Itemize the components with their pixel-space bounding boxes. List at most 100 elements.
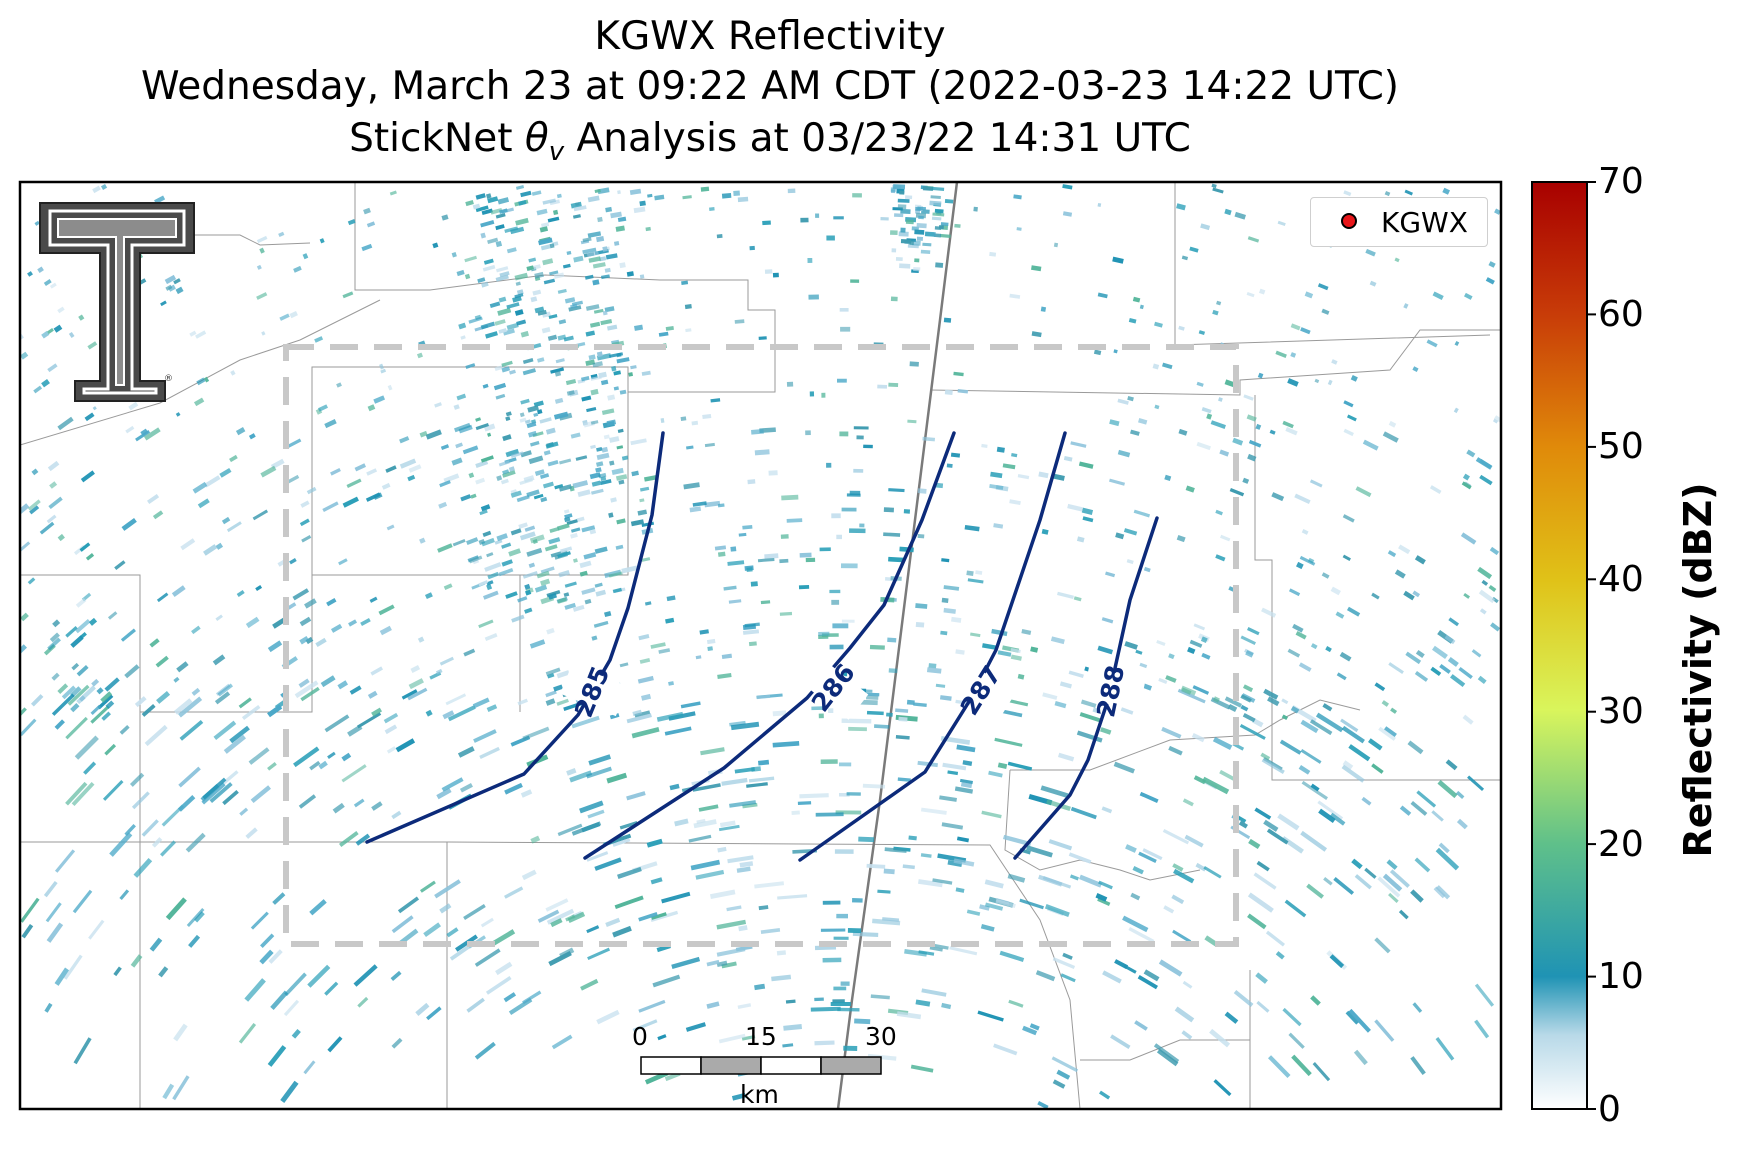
radar-echo [785,999,796,1004]
radar-echo [1057,591,1074,600]
radar-echo [49,481,58,489]
radar-echo [877,384,888,389]
radar-echo [486,193,492,199]
radar-echo [532,539,538,544]
radar-echo [647,193,653,198]
radar-echo [540,496,548,503]
radar-echo [1432,291,1444,300]
radar-echo [915,999,931,1007]
radar-echo [48,496,63,510]
radar-echo [799,793,829,799]
radar-echo [1193,623,1206,631]
map-legend: KGWX [1310,197,1488,247]
radar-echo [178,696,203,718]
radar-echo [566,250,572,256]
radar-echo [503,992,517,1003]
radar-echo [1292,623,1304,633]
radar-echo [721,193,732,199]
radar-echo [981,810,1002,819]
radar-echo [192,481,208,494]
radar-echo [96,687,104,695]
radar-echo [435,668,443,675]
radar-echo [1466,449,1476,458]
radar-echo [540,244,552,251]
radar-echo [709,207,715,211]
radar-echo [399,436,410,444]
radar-echo [1113,761,1135,774]
radar-echo [287,602,297,610]
radar-echo [1301,780,1328,800]
radar-echo [1268,1055,1291,1078]
radar-echo [1234,211,1246,220]
radar-echo [1414,671,1429,682]
radar-echo [736,866,751,873]
radar-echo [886,712,893,717]
radar-echo [1211,183,1217,189]
radar-echo [338,831,359,848]
radar-echo [1113,349,1118,354]
radar-echo [644,474,658,482]
radar-echo [298,678,310,688]
radar-echo [853,468,864,473]
radar-echo [154,195,166,205]
radar-echo [594,546,608,554]
radar-echo [505,591,518,599]
radar-echo [474,1041,496,1060]
radar-echo [841,507,857,512]
radar-echo [1364,867,1377,879]
radar-echo [1310,783,1320,792]
radar-echo [530,835,541,844]
radar-echo [1139,662,1148,669]
radar-echo [472,697,490,709]
radar-echo [833,986,847,991]
radar-echo [1143,566,1151,573]
county-line [446,841,1081,1109]
radar-echo [267,762,277,771]
radar-echo [149,638,160,648]
radar-echo [533,412,539,417]
radar-echo [605,917,621,927]
radar-echo [906,699,915,706]
radar-echo [616,445,624,450]
radar-echo [940,630,948,636]
radar-echo [459,783,473,793]
radar-echo [1172,929,1192,943]
radar-echo [959,778,973,785]
radar-echo [920,853,932,858]
radar-echo [515,217,529,226]
radar-echo [1341,725,1365,744]
radar-echo [134,696,147,708]
radar-echo [502,434,512,442]
radar-echo [449,945,470,961]
radar-echo [1404,189,1413,196]
radar-echo [324,419,337,429]
radar-echo [186,907,205,928]
radar-echo [654,194,665,201]
radar-echo [929,946,943,952]
radar-echo [73,1037,92,1065]
radar-echo [866,710,884,716]
radar-echo [548,314,558,320]
radar-echo [1184,834,1204,848]
radar-echo [596,351,603,358]
radar-echo [664,726,692,736]
radar-echo [1348,744,1371,762]
radar-echo [564,581,577,588]
radar-echo [434,402,442,408]
radar-echo [904,239,911,245]
radar-echo [305,636,314,645]
radar-echo [1251,718,1264,728]
radar-echo [768,470,778,476]
radar-echo [1407,740,1424,755]
radar-echo [1433,886,1446,899]
radar-echo [87,341,98,350]
radar-echo [600,379,609,386]
radar-echo [391,915,414,934]
radar-echo [452,538,466,547]
radar-echo [587,809,605,819]
radar-echo [639,274,645,279]
radar-echo [564,297,576,304]
radar-echo [1097,202,1102,207]
radar-echo [517,596,528,603]
